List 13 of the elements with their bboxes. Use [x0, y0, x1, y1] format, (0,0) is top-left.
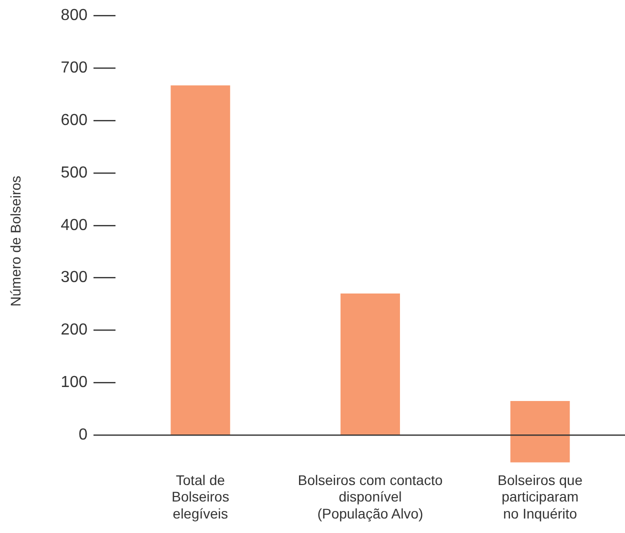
y-axis-title: Número de Bolseiros [7, 176, 24, 306]
y-tick-label: 200 [60, 322, 88, 339]
y-tick-label: 400 [60, 216, 88, 234]
y-tick-label: 800 [60, 7, 88, 24]
y-tick-label: 600 [60, 112, 88, 129]
x-tick-label: Bolseiros que participaram no Inquérito [498, 472, 583, 522]
x-tick-label: Bolseiros com contacto disponível (População Alvo) [298, 472, 443, 522]
y-tick-label: 700 [60, 59, 88, 76]
y-tick-label: 500 [60, 164, 88, 182]
y-tick-label: 100 [60, 374, 88, 392]
y-tick-label: 0 [78, 426, 88, 444]
x-tick-label: Total de Bolseiros elegíveis [172, 472, 230, 522]
y-tick-label: 300 [60, 269, 88, 286]
